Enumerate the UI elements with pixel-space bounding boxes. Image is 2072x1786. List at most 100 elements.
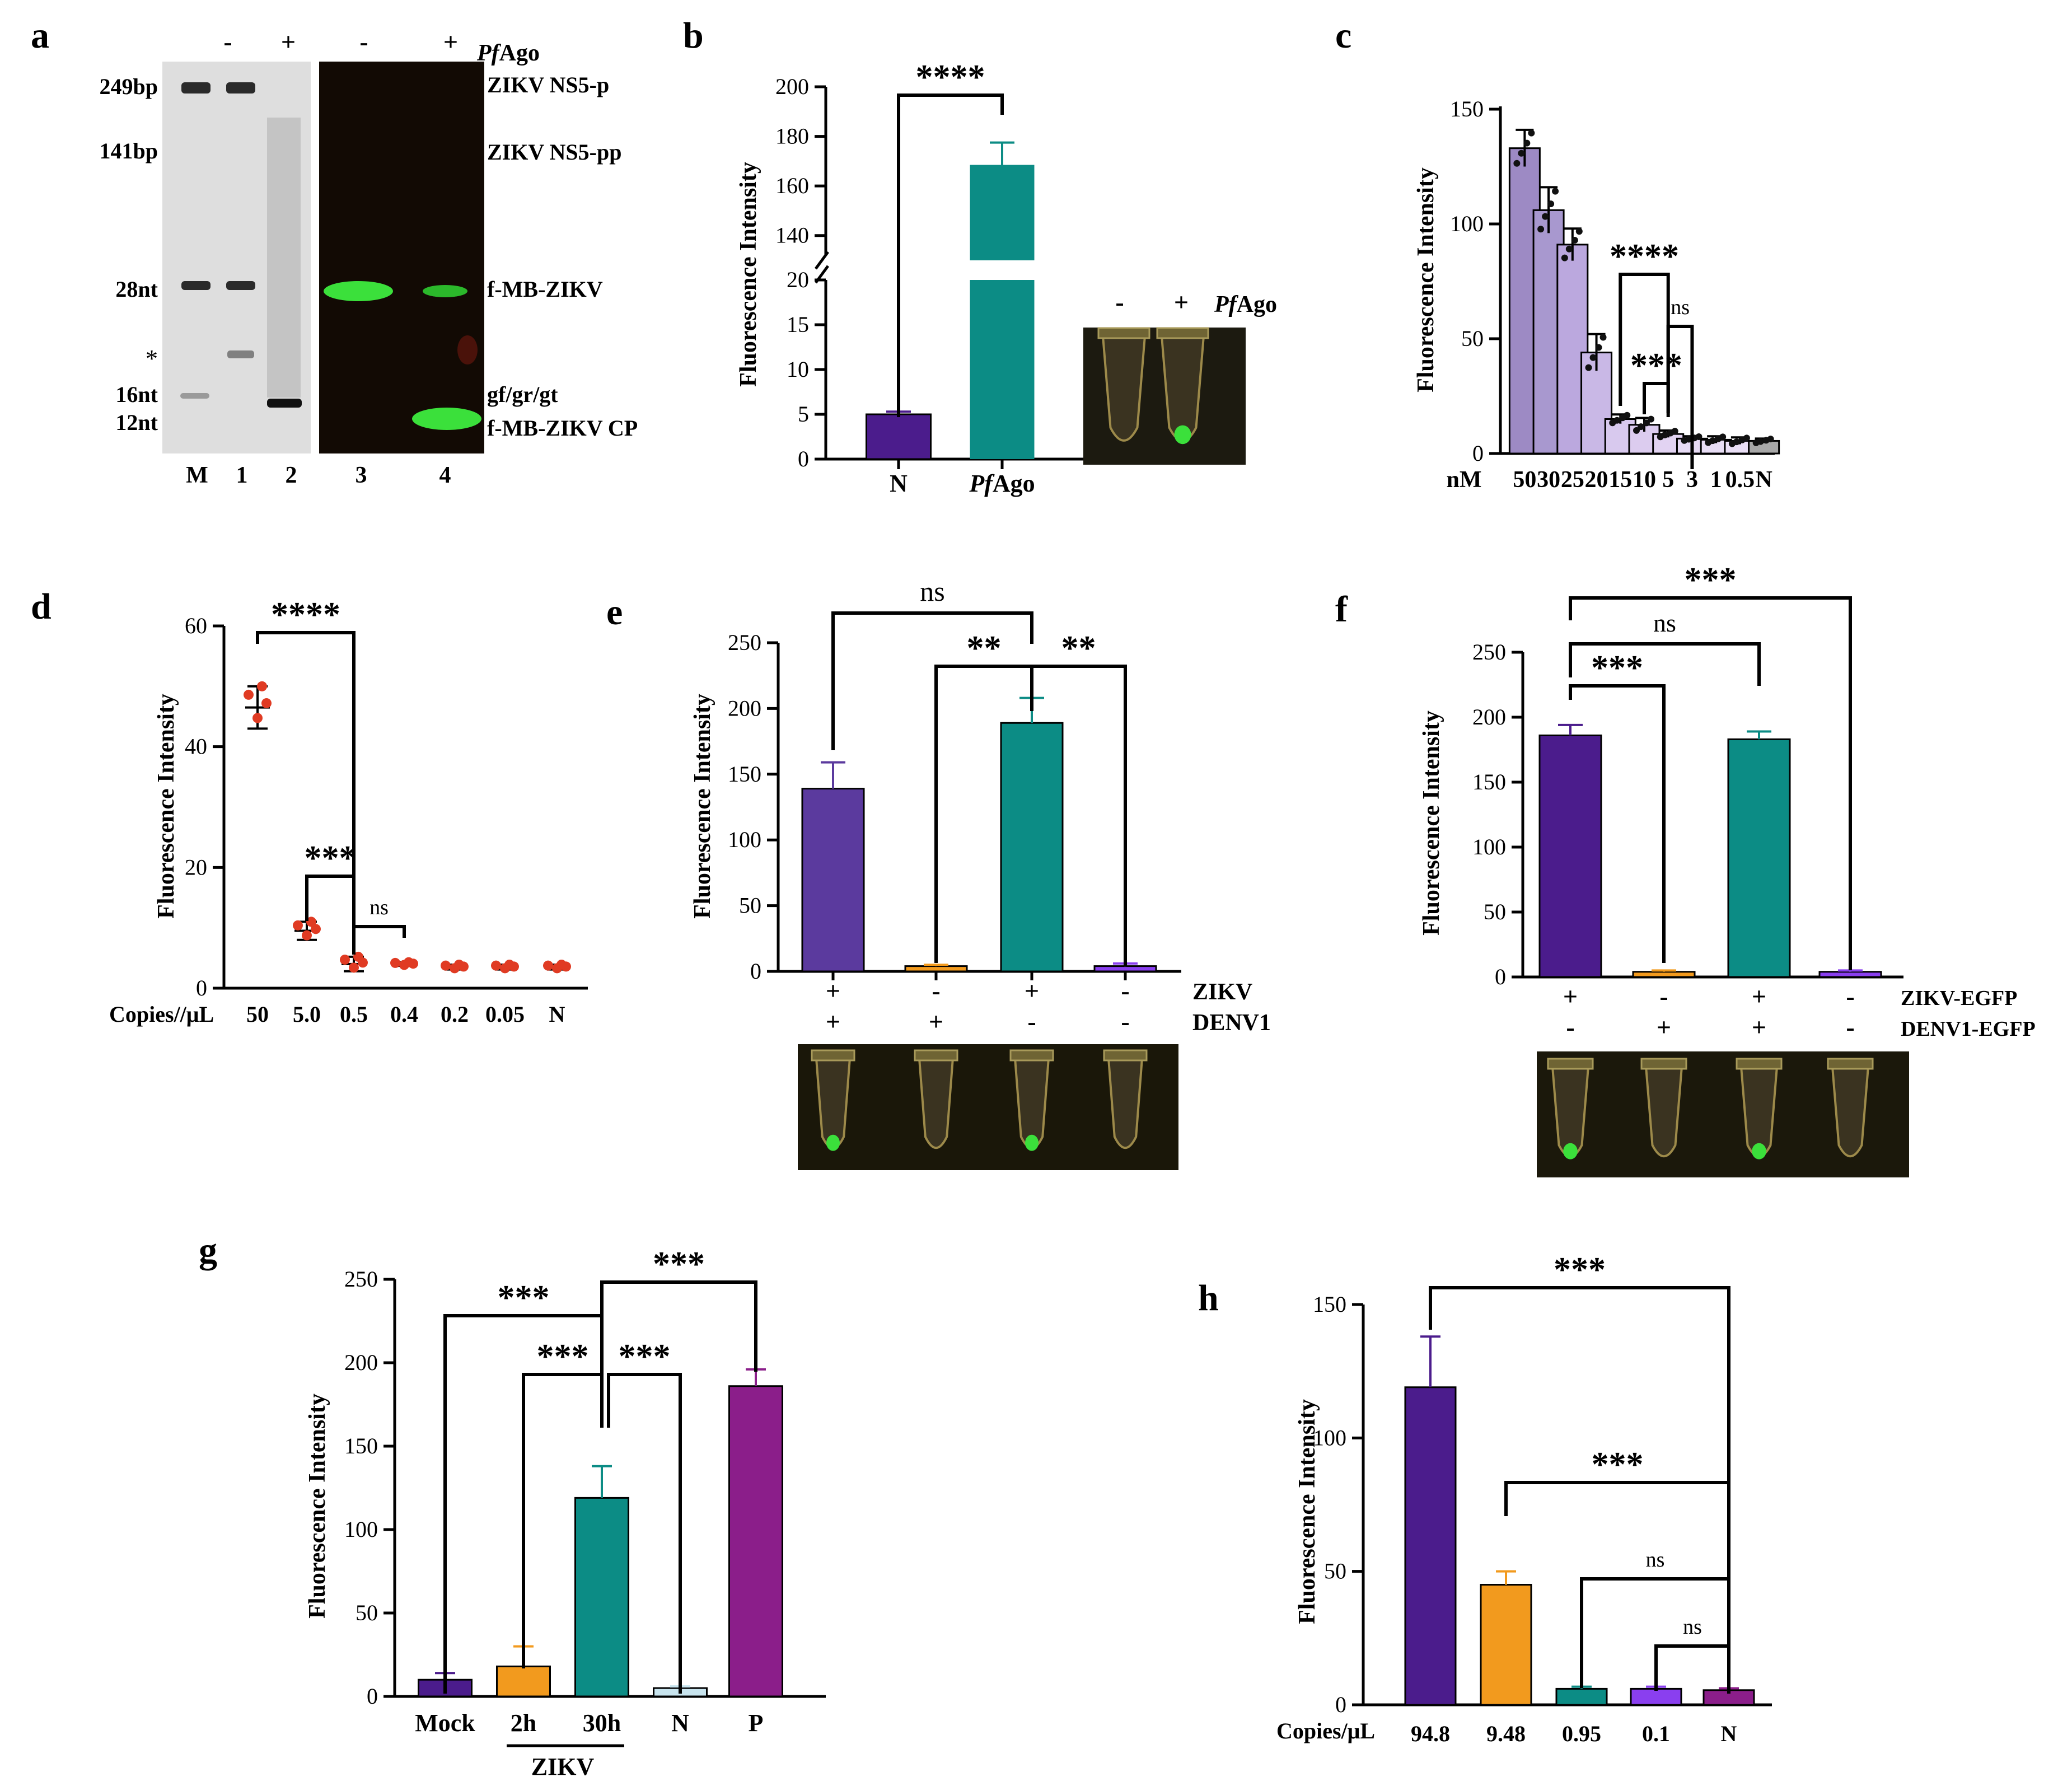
significance-stars: **** xyxy=(916,58,985,96)
significance-bracket xyxy=(1569,642,1761,686)
row1-sign: - xyxy=(1121,976,1129,1005)
green-fluorescence xyxy=(826,1134,840,1151)
x-label-n: N xyxy=(890,470,908,497)
x-tick-label: 30 xyxy=(1537,467,1560,493)
data-point xyxy=(1523,139,1531,147)
y-tick-label: 50 xyxy=(1461,326,1484,351)
significance-stars: ** xyxy=(1061,629,1096,667)
significance-stars: *** xyxy=(305,839,357,877)
size-marker: * xyxy=(146,345,158,372)
y-tick-label: 5 xyxy=(798,401,809,427)
panel-label-h: h xyxy=(1198,1278,1219,1319)
tube xyxy=(811,1049,855,1151)
x-tick-label: Mock xyxy=(415,1709,475,1737)
bar-n xyxy=(866,413,932,460)
y-tick-label: 100 xyxy=(344,1517,378,1542)
ns-label: ns xyxy=(1683,1615,1702,1639)
significance-bracket xyxy=(1569,596,1852,970)
data-point xyxy=(302,930,312,941)
x-tick-label: N xyxy=(549,1002,565,1027)
bar xyxy=(801,788,865,973)
significance-bracket xyxy=(305,875,356,921)
band-249bp xyxy=(226,82,255,93)
band-28nt xyxy=(181,281,211,290)
data-point xyxy=(1638,423,1644,431)
band-16nt-marker xyxy=(180,393,209,399)
tube-body xyxy=(1831,1065,1870,1157)
y-tick-label: 20 xyxy=(787,267,809,292)
x-tick-label: 0.2 xyxy=(441,1002,469,1027)
x-axis-title: Copies//μL xyxy=(109,1002,214,1027)
x-tick-label: 9.48 xyxy=(1486,1721,1526,1746)
x-tick-label: 3 xyxy=(1686,467,1698,493)
y-tick-label: 0 xyxy=(196,975,207,1000)
y-tick-label: 0 xyxy=(1472,441,1484,466)
tube-rim xyxy=(1009,1049,1054,1062)
tube xyxy=(1640,1058,1687,1157)
y-tick-label: 140 xyxy=(775,223,809,248)
tube-body xyxy=(1644,1065,1683,1157)
significance-stars: *** xyxy=(653,1245,705,1283)
bar xyxy=(1818,971,1882,978)
data-point xyxy=(441,960,451,971)
y-tick-label: 100 xyxy=(1313,1425,1346,1450)
row2-name: DENV1 xyxy=(1192,1010,1271,1036)
smear-lane-2 xyxy=(267,118,301,398)
y-tick-label: 200 xyxy=(728,695,761,721)
x-tick-label: 0.95 xyxy=(1562,1721,1601,1746)
bar-30h xyxy=(574,1497,629,1698)
band-16nt-lane2 xyxy=(267,399,302,408)
x-axis-title: nM xyxy=(1447,467,1482,493)
x-tick-label: 0.05 xyxy=(485,1002,525,1027)
tube-body xyxy=(815,1057,852,1149)
row2-sign: + xyxy=(1657,1013,1671,1041)
x-tick-label: 30h xyxy=(583,1709,621,1737)
y-tick-label: 0 xyxy=(367,1684,378,1709)
panel-label-b: b xyxy=(683,15,704,56)
size-marker: 249bp xyxy=(100,74,158,99)
y-tick-label: 60 xyxy=(185,613,207,638)
tube-body xyxy=(1739,1065,1779,1157)
x-tick-label: 10 xyxy=(1633,467,1656,493)
data-point xyxy=(1709,437,1716,445)
data-point xyxy=(504,959,515,970)
data-point xyxy=(1542,213,1549,220)
row1-sign: + xyxy=(1752,982,1766,1011)
significance-stars: *** xyxy=(1592,1446,1644,1484)
significance-stars: *** xyxy=(1685,561,1737,599)
significance-stars: *** xyxy=(1591,649,1643,687)
tube-sign: + xyxy=(1174,288,1189,316)
row2-sign: - xyxy=(1121,1007,1129,1036)
y-tick-label: 200 xyxy=(1472,704,1506,730)
ns-label: ns xyxy=(1646,1548,1665,1572)
tube-body xyxy=(1160,335,1205,442)
data-point xyxy=(1633,427,1640,434)
tube-minus xyxy=(1097,327,1150,442)
size-marker: 141bp xyxy=(100,138,158,163)
data-point xyxy=(1571,237,1578,244)
ns-label: ns xyxy=(920,576,944,607)
pf-italic: Pf xyxy=(969,470,995,497)
significance-stars: *** xyxy=(537,1338,589,1376)
significance-bracket xyxy=(1643,382,1670,414)
lane-label: M xyxy=(186,462,208,488)
band-f-mb-zikv-lane3 xyxy=(324,281,393,301)
significance-bracket xyxy=(352,925,406,955)
y-tick-label: 0 xyxy=(1335,1692,1346,1717)
x-tick-label: N xyxy=(1755,467,1772,493)
significance-stars: *** xyxy=(498,1279,550,1317)
y-tick-label: 50 xyxy=(1484,899,1506,924)
row1-sign: + xyxy=(1025,976,1039,1005)
data-point xyxy=(1589,354,1597,361)
band-28nt xyxy=(226,281,255,290)
y-tick-label: 100 xyxy=(1450,211,1484,236)
significance-bracket xyxy=(831,611,1033,750)
data-point xyxy=(293,920,303,931)
x-tick-label: 0.1 xyxy=(1642,1721,1670,1746)
significance-stars: *** xyxy=(1630,347,1682,385)
row1-sign: - xyxy=(932,976,940,1005)
bar-pfago-upper xyxy=(970,165,1035,260)
data-point xyxy=(1528,129,1535,137)
panel-a-gel: - + - + PfAgo 249bp 141bp 28nt * 16nt 12nt ZIKV NS5… xyxy=(100,27,638,488)
data-point xyxy=(311,924,321,934)
